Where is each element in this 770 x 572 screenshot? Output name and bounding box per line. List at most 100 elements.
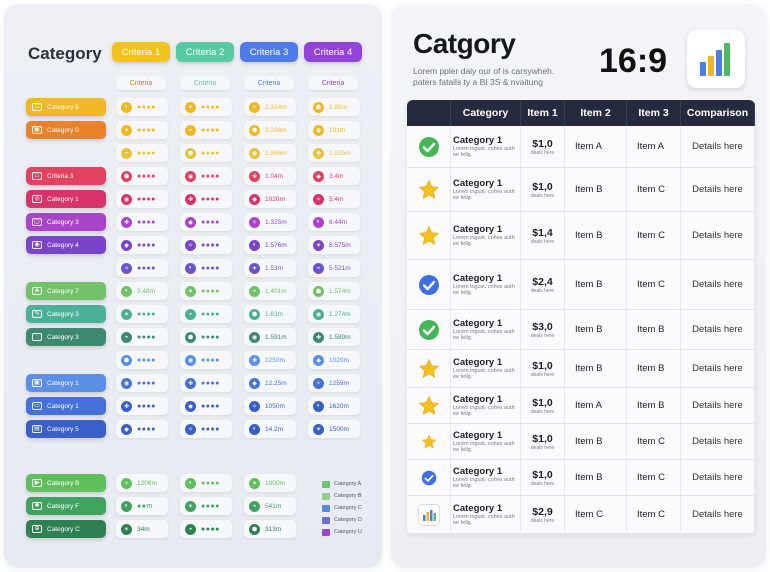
category-pill[interactable]: ▣ Category 1 — [26, 374, 106, 392]
column-header-1[interactable]: Criteria 1 — [112, 42, 170, 62]
bar-chart-icon[interactable] — [687, 30, 745, 88]
grid-cell[interactable]: ◉ 1.566m — [244, 144, 296, 162]
grid-cell[interactable]: ✧ ●●●● — [180, 420, 232, 438]
grid-cell[interactable]: ◒ ●●●● — [116, 328, 168, 346]
table-row[interactable]: Category 1 Lorem ingust, cohes auth ee fe… — [407, 212, 755, 260]
comparison-cell[interactable]: Details here — [681, 126, 755, 167]
comparison-cell[interactable]: Details here — [681, 496, 755, 533]
grid-cell[interactable]: ◐ 14.2m — [244, 420, 296, 438]
category-pill[interactable]: ✱ Category F — [26, 497, 106, 515]
grid-cell[interactable]: ◐ 6.44m — [308, 213, 360, 231]
category-pill[interactable]: ◎ Category 1 — [26, 190, 106, 208]
grid-cell[interactable]: ✦ 1.53m — [244, 259, 296, 277]
grid-cell[interactable]: ◉ ●●●● — [180, 351, 232, 369]
grid-cell[interactable]: ⬢ 1.574m — [308, 282, 360, 300]
grid-cell[interactable]: ◆ 12.25m — [244, 374, 296, 392]
comparison-cell[interactable]: Details here — [681, 460, 755, 495]
grid-cell[interactable]: ✚ ●●●● — [116, 397, 168, 415]
grid-cell[interactable]: ◐ ●●m — [116, 497, 168, 515]
grid-cell[interactable]: ✧ ●●●● — [180, 236, 232, 254]
grid-cell[interactable]: ✚ 1.589m — [308, 328, 360, 346]
grid-cell[interactable]: ✦ ●●●● — [180, 282, 232, 300]
category-pill[interactable]: ◉ Category 4 — [26, 236, 106, 254]
grid-cell[interactable]: ✚ 1.04m — [244, 167, 296, 185]
category-pill[interactable]: ▣ Category 0 — [26, 121, 106, 139]
grid-cell[interactable]: ✧ 1050m — [244, 397, 296, 415]
grid-cell[interactable]: ✚ ●●●● — [180, 374, 232, 392]
table-row[interactable]: Category 1 Lorem ingust, cohes auth ee fe… — [407, 260, 755, 310]
category-pill[interactable]: ✎ Category 3 — [26, 305, 106, 323]
grid-cell[interactable]: ◉ ●●●● — [116, 374, 168, 392]
grid-cell[interactable]: ⬢ ●●●● — [180, 144, 232, 162]
grid-cell[interactable]: ◐ 1620m — [308, 397, 360, 415]
grid-cell[interactable]: ◉ 191m — [308, 121, 360, 139]
table-row[interactable]: Category 1 Lorem ingust, cohes auth ee fe… — [407, 388, 755, 424]
table-row[interactable]: Category 1 Lorem ingust, cohes auth ee fe… — [407, 350, 755, 388]
grid-cell[interactable]: ◆ ●●●● — [116, 420, 168, 438]
grid-cell[interactable]: ✚ ●●●● — [116, 213, 168, 231]
grid-cell[interactable]: ⬢ 3.236m — [244, 121, 296, 139]
header-item1[interactable]: Item 1 — [521, 100, 565, 126]
grid-cell[interactable]: ✦ ●●●● — [180, 98, 232, 116]
grid-cell[interactable]: ✦ ●●●● — [180, 497, 232, 515]
grid-cell[interactable]: ◐ ●●●● — [116, 98, 168, 116]
column-header-3[interactable]: Criteria 3 — [240, 42, 298, 62]
category-pill[interactable]: □ Criteria 3 — [26, 167, 106, 185]
grid-cell[interactable]: ✚ ●●●● — [180, 190, 232, 208]
grid-cell[interactable]: ◒ ●●●● — [180, 520, 232, 538]
grid-cell[interactable]: ◒ ●●●● — [180, 305, 232, 323]
category-pill[interactable]: ⊕ Category C — [26, 520, 106, 538]
category-pill[interactable]: ▤ Category 5 — [26, 420, 106, 438]
category-pill[interactable]: ▶ Category B — [26, 474, 106, 492]
table-row[interactable]: Category 1 Lorem ingust, cohes auth ee fe… — [407, 168, 755, 212]
table-row[interactable]: Category 1 Lorem ingust, cohes auth ee fe… — [407, 460, 755, 496]
grid-cell[interactable]: ⬢ 1.85m — [308, 98, 360, 116]
grid-cell[interactable]: ✚ 1.535m — [308, 144, 360, 162]
header-comparison[interactable]: Comparison — [681, 100, 755, 126]
grid-cell[interactable]: ◒ 2.324m — [244, 98, 296, 116]
table-row[interactable]: Category 1 Lorem ingust, cohes auth ee fe… — [407, 424, 755, 460]
grid-cell[interactable]: ◒ 1.401m — [244, 282, 296, 300]
grid-cell[interactable]: ◆ ●●●● — [116, 236, 168, 254]
comparison-cell[interactable]: Details here — [681, 212, 755, 259]
comparison-cell[interactable]: Details here — [681, 350, 755, 387]
grid-cell[interactable]: ◐ 3.48m — [116, 282, 168, 300]
grid-cell[interactable]: ⬢ ●●●● — [180, 328, 232, 346]
grid-cell[interactable]: ◒ ●●●● — [116, 144, 168, 162]
grid-cell[interactable]: ◉ ●●●● — [180, 167, 232, 185]
category-pill[interactable]: ♣ Category 7 — [26, 282, 106, 300]
grid-cell[interactable]: ◆ 3.4m — [308, 167, 360, 185]
grid-cell[interactable]: ⬢ 313m — [244, 520, 296, 538]
grid-cell[interactable]: ✦ 1500m — [308, 420, 360, 438]
category-pill[interactable]: ▢ Category 3 — [26, 213, 106, 231]
category-pill[interactable]: ▭ Category 1 — [26, 397, 106, 415]
grid-cell[interactable]: ◆ ●●●● — [180, 213, 232, 231]
grid-cell[interactable]: ✧ ●●●● — [116, 259, 168, 277]
header-category[interactable]: Category — [451, 100, 521, 126]
table-row[interactable]: Category 1 Lorem ingust, cohes auth ee fe… — [407, 310, 755, 350]
comparison-cell[interactable]: Details here — [681, 388, 755, 423]
category-pill[interactable]: □ Category 5 — [26, 98, 106, 116]
header-item2[interactable]: Item 2 — [565, 100, 627, 126]
table-row[interactable]: Category 1 Lorem ingust, cohes auth ee fe… — [407, 126, 755, 168]
column-header-2[interactable]: Criteria 2 — [176, 42, 234, 62]
grid-cell[interactable]: ✦ ●●●● — [116, 121, 168, 139]
grid-cell[interactable]: ◒ 541m — [244, 497, 296, 515]
grid-cell[interactable]: ◉ 1.274m — [308, 305, 360, 323]
grid-cell[interactable]: ✦ 34m — [116, 520, 168, 538]
grid-cell[interactable]: ✦ 8.575m — [308, 236, 360, 254]
grid-cell[interactable]: ✦ ●●●● — [116, 305, 168, 323]
grid-cell[interactable]: ⬢ ●●●● — [116, 351, 168, 369]
grid-cell[interactable]: ◆ ●●●● — [180, 397, 232, 415]
comparison-cell[interactable]: Details here — [681, 168, 755, 211]
comparison-cell[interactable]: Details here — [681, 310, 755, 349]
grid-cell[interactable]: ◐ 1.576m — [244, 236, 296, 254]
grid-cell[interactable]: ◆ 1020m — [244, 190, 296, 208]
grid-cell[interactable]: ◉ ●●●● — [116, 190, 168, 208]
grid-cell[interactable]: ◒ ●●●● — [180, 121, 232, 139]
header-item3[interactable]: Item 3 — [627, 100, 681, 126]
grid-cell[interactable]: ✧ 1259m — [308, 374, 360, 392]
grid-cell[interactable]: ✚ 1250m — [244, 351, 296, 369]
grid-cell[interactable]: ✧ 1.325m — [244, 213, 296, 231]
comparison-cell[interactable]: Details here — [681, 424, 755, 459]
